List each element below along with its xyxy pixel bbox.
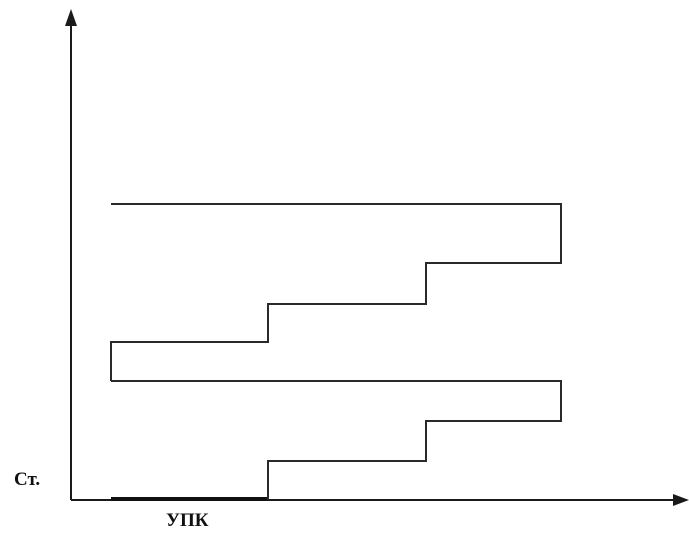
upper-staircase-path [110, 203, 562, 381]
y-axis-label: Ст. [14, 469, 41, 490]
x-axis-arrowhead [673, 494, 689, 506]
lower-staircase-path [111, 380, 562, 500]
x-axis-label: УПК [166, 510, 209, 531]
y-axis-arrowhead [65, 9, 77, 26]
